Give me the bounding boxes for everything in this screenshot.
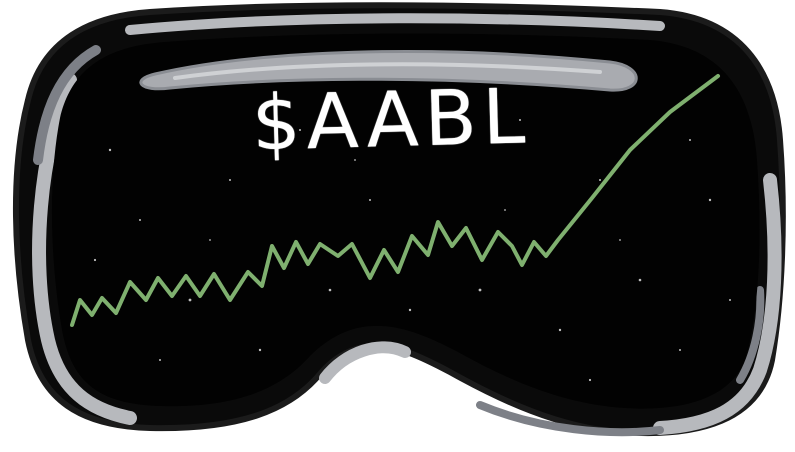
lens-specks bbox=[93, 119, 731, 382]
lens-glare-inner bbox=[173, 62, 602, 80]
right-rim-shade bbox=[736, 286, 765, 384]
top-rim bbox=[125, 13, 665, 35]
nose-rim bbox=[319, 341, 411, 384]
bottom-rim bbox=[476, 401, 664, 437]
rim-highlights bbox=[32, 13, 782, 437]
lens bbox=[51, 33, 760, 409]
stock-trend-line bbox=[70, 74, 720, 327]
left-rim-shade bbox=[33, 45, 101, 165]
left-rim bbox=[32, 73, 137, 425]
right-rim bbox=[653, 173, 782, 435]
lens-glare bbox=[139, 50, 638, 92]
